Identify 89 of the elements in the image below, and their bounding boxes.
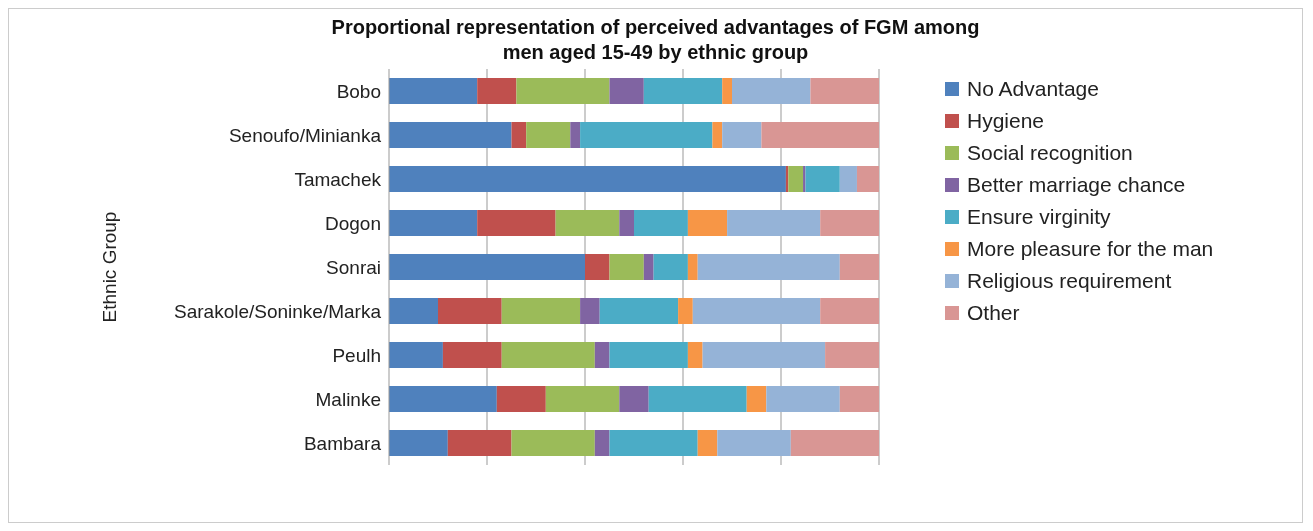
bar xyxy=(477,210,556,236)
bar xyxy=(839,254,879,280)
bar xyxy=(697,254,840,280)
bar xyxy=(389,298,438,324)
bar xyxy=(389,166,786,192)
bar xyxy=(687,254,698,280)
bar xyxy=(609,254,644,280)
bar xyxy=(643,78,723,104)
bar xyxy=(825,342,879,368)
y-tick-label: Dogon xyxy=(325,212,381,234)
bar xyxy=(545,386,620,412)
bar xyxy=(619,210,634,236)
legend-label: Other xyxy=(967,300,1020,326)
bar xyxy=(511,122,527,148)
bar xyxy=(702,342,826,368)
bar xyxy=(732,78,811,104)
bar xyxy=(477,78,517,104)
bar xyxy=(820,210,879,236)
bar xyxy=(722,122,762,148)
bar xyxy=(609,430,698,456)
bar xyxy=(619,386,649,412)
bar xyxy=(594,430,610,456)
bar xyxy=(516,78,610,104)
bar xyxy=(585,254,610,280)
legend-label: No Advantage xyxy=(967,76,1099,102)
bar xyxy=(501,342,595,368)
legend-label: Hygiene xyxy=(967,108,1045,134)
y-axis-title: Ethnic Group xyxy=(98,211,120,323)
bar xyxy=(810,78,879,104)
y-tick-label: Peulh xyxy=(332,344,381,366)
bar xyxy=(609,78,644,104)
bar xyxy=(634,210,688,236)
bar xyxy=(555,210,620,236)
bar xyxy=(727,210,821,236)
bar xyxy=(389,342,443,368)
bar xyxy=(788,166,804,192)
bar xyxy=(687,342,703,368)
bar xyxy=(722,78,732,104)
bar xyxy=(389,430,448,456)
bar xyxy=(717,430,791,456)
y-tick-label: Sarakole/Soninke/Marka xyxy=(174,300,382,322)
y-tick-label: Bambara xyxy=(303,432,382,454)
bar xyxy=(643,254,654,280)
bar xyxy=(712,122,723,148)
bar xyxy=(790,430,879,456)
y-tick-label: Bobo xyxy=(336,80,381,102)
bar xyxy=(389,254,585,280)
bar xyxy=(820,298,879,324)
bar xyxy=(746,386,767,412)
bar xyxy=(766,386,840,412)
bar xyxy=(389,78,478,104)
bar xyxy=(761,122,879,148)
bar xyxy=(803,166,806,192)
bar xyxy=(496,386,546,412)
bar xyxy=(580,122,713,148)
y-tick-label: Tamachek xyxy=(294,168,382,190)
bar xyxy=(678,298,693,324)
bar xyxy=(438,298,502,324)
bar xyxy=(687,210,728,236)
bar xyxy=(580,298,600,324)
bar xyxy=(839,166,857,192)
bar xyxy=(609,342,688,368)
legend-label: Better marriage chance xyxy=(967,172,1186,198)
bar xyxy=(570,122,581,148)
bar xyxy=(447,430,512,456)
bar xyxy=(599,298,679,324)
legend-label: More pleasure for the man xyxy=(967,236,1214,262)
bar xyxy=(697,430,718,456)
bar xyxy=(805,166,840,192)
y-tick-label: Malinke xyxy=(315,388,381,410)
legend-label: Social recognition xyxy=(967,140,1133,166)
legend-label: Religious requirement xyxy=(967,268,1172,294)
bar xyxy=(389,210,478,236)
bar xyxy=(501,298,581,324)
y-tick-label: Senoufo/Minianka xyxy=(228,124,382,146)
bar xyxy=(856,166,879,192)
bar xyxy=(653,254,688,280)
bar xyxy=(526,122,571,148)
y-tick-label: Sonrai xyxy=(326,256,381,278)
bar xyxy=(692,298,821,324)
bar xyxy=(839,386,879,412)
legend-label: Ensure virginity xyxy=(967,204,1111,230)
bar xyxy=(389,386,497,412)
bar xyxy=(442,342,502,368)
bar xyxy=(594,342,610,368)
chart-title: Proportional representation of perceived advantages of FGM among men aged 15-49 by ethnic group xyxy=(330,15,981,65)
bar xyxy=(511,430,595,456)
bar xyxy=(648,386,747,412)
bar xyxy=(389,122,512,148)
